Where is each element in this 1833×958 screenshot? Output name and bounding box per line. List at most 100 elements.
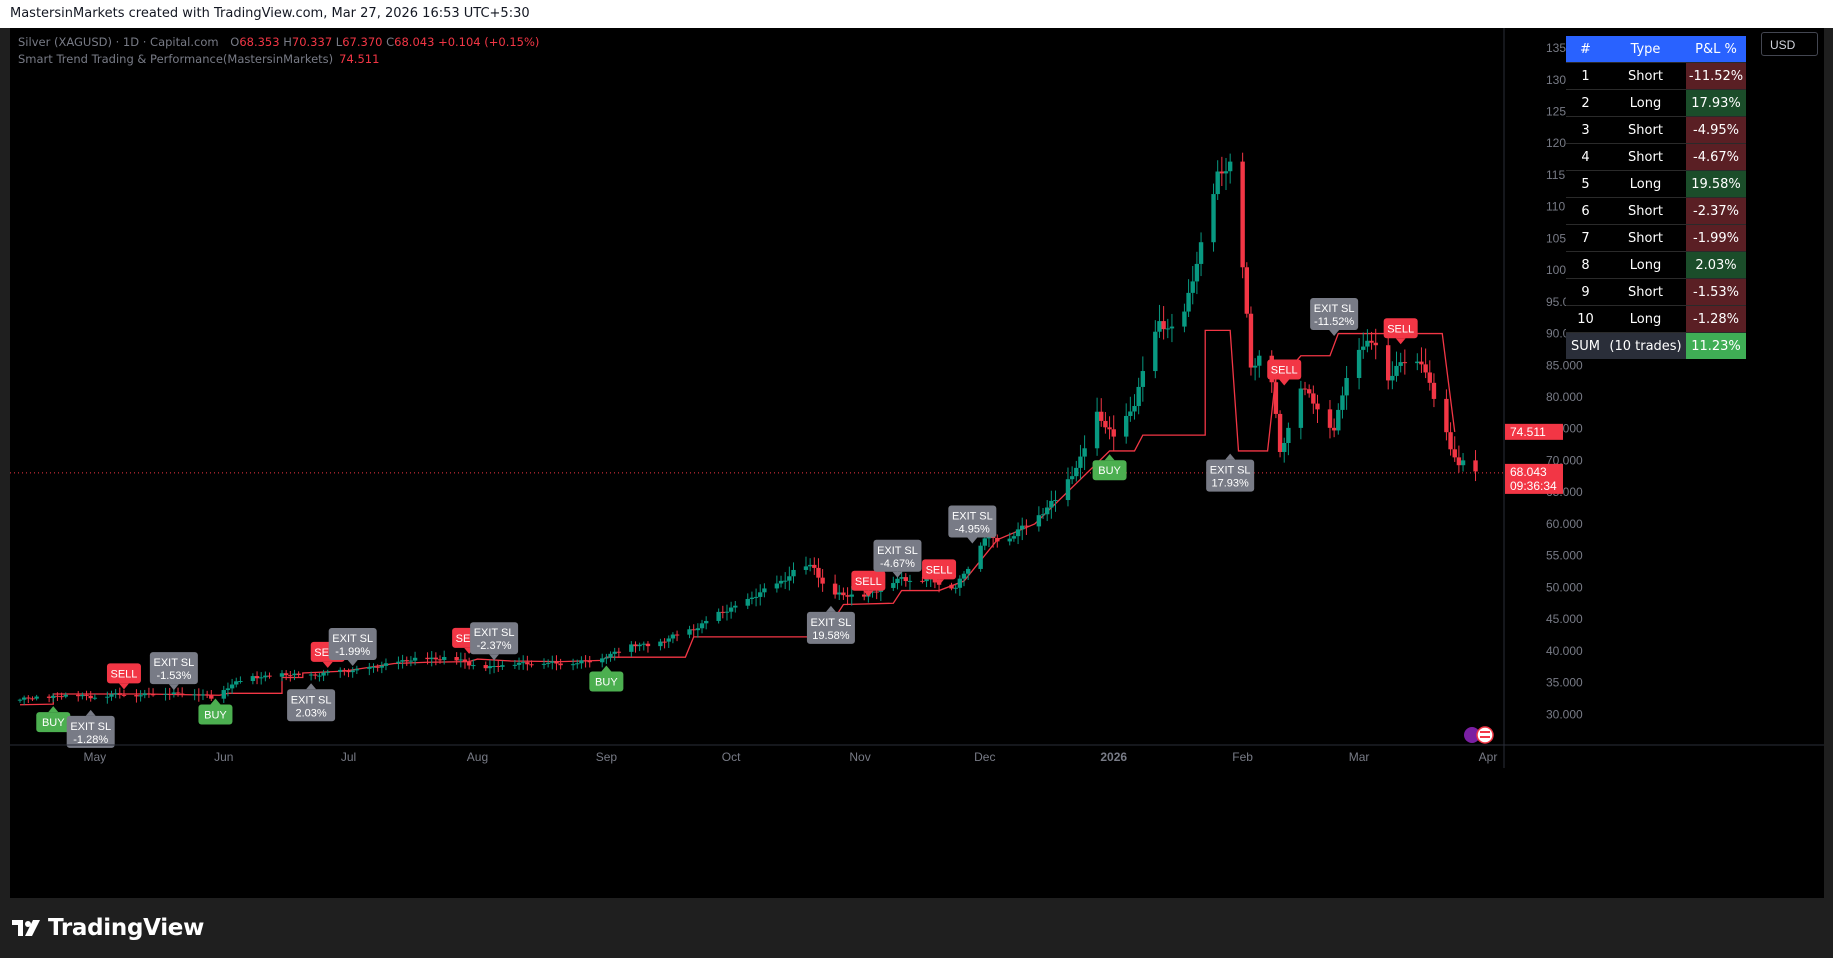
signal-box xyxy=(806,611,855,644)
candle-body xyxy=(1198,242,1204,264)
currency-button[interactable]: USD xyxy=(1761,32,1818,56)
logo-text: TradingView xyxy=(48,915,205,941)
candle-body xyxy=(433,657,439,660)
candle-body xyxy=(292,673,297,676)
open-value: 68.353 xyxy=(239,35,280,49)
symbol-name[interactable]: Silver (XAGUSD) · 1D · Capital.com xyxy=(18,35,219,49)
trade-pnl: -1.28% xyxy=(1686,305,1746,333)
candle-body xyxy=(375,666,380,668)
candle-body xyxy=(666,638,671,642)
candle-body xyxy=(716,611,721,621)
candle-body xyxy=(1082,448,1087,457)
candle-body xyxy=(1182,311,1187,327)
header-number: # xyxy=(1566,36,1605,63)
candle-body xyxy=(1132,406,1137,412)
trade-type: Long xyxy=(1605,251,1686,279)
signal-box xyxy=(1092,460,1127,481)
signal-box xyxy=(922,559,957,580)
table-row: 2 Long 17.93% xyxy=(1566,89,1746,117)
candle-body xyxy=(645,643,651,647)
trend-line-layer xyxy=(10,329,1504,706)
candle-body xyxy=(774,583,780,589)
candle-body xyxy=(458,659,464,661)
candle-body xyxy=(1311,393,1316,404)
candle-body xyxy=(733,605,738,608)
high-value: 70.337 xyxy=(291,35,333,49)
signal-box xyxy=(287,689,336,722)
table-header-row: # Type P&L % xyxy=(1566,36,1746,63)
candle-body xyxy=(462,659,468,662)
candle-body xyxy=(637,644,642,647)
signal-pointer xyxy=(322,661,333,668)
signal-pointer xyxy=(863,590,874,597)
signal-pointer xyxy=(1395,338,1406,345)
trade-type: Short xyxy=(1605,278,1686,306)
candles-layer xyxy=(17,152,1478,705)
indicator-price-tag xyxy=(1505,423,1563,440)
candle-body xyxy=(1419,361,1424,365)
time-tick-label: Apr xyxy=(1479,750,1498,764)
candle-body xyxy=(354,668,360,671)
chart-frame[interactable] xyxy=(10,28,1824,898)
table-row: 5 Long 19.58% xyxy=(1566,170,1746,198)
candle-body xyxy=(1136,386,1141,407)
trade-rows: 1 Short -11.52% 2 Long 17.93% 3 Short -4.95% 4… xyxy=(1566,62,1746,359)
candle-body xyxy=(512,664,518,666)
candle-body xyxy=(670,634,676,639)
exit-signal-label: EXIT SL-11.52% xyxy=(1310,298,1359,337)
candle-body xyxy=(787,576,792,581)
indicator-name[interactable]: Smart Trend Trading & Performance(Master… xyxy=(18,52,334,66)
trade-pnl: -4.95% xyxy=(1686,116,1746,144)
candle-body xyxy=(587,660,592,663)
signal-box xyxy=(1267,359,1302,380)
candle-body xyxy=(338,669,343,672)
exit-signal-label: EXIT SL-1.28% xyxy=(66,709,115,748)
candle-body xyxy=(491,665,497,667)
sum-label: SUM xyxy=(1566,332,1605,359)
trade-number: 10 xyxy=(1566,305,1605,333)
trade-pnl: -4.67% xyxy=(1686,143,1746,171)
time-tick-label: Oct xyxy=(722,750,741,764)
signal-text: -4.67% xyxy=(880,558,915,570)
candle-body xyxy=(724,611,730,613)
signal-text: -11.52% xyxy=(1314,316,1354,328)
candle-body xyxy=(1123,415,1129,437)
candle-body xyxy=(263,675,268,678)
legend-indicator-line: Smart Trend Trading & Performance(Master… xyxy=(18,51,539,68)
signal-pointer xyxy=(1225,453,1236,460)
table-row: 7 Short -1.99% xyxy=(1566,224,1746,252)
candle-body xyxy=(1473,460,1478,472)
candle-body xyxy=(371,666,376,668)
signal-box xyxy=(149,652,198,685)
signal-box xyxy=(589,671,624,692)
candle-body xyxy=(1415,361,1420,364)
exit-signal-label: EXIT SL-2.37% xyxy=(470,622,519,661)
flag-stripe xyxy=(1480,731,1490,733)
signal-box xyxy=(873,539,922,572)
candle-body xyxy=(1302,388,1308,390)
candle-body xyxy=(383,663,389,666)
candle-body xyxy=(1111,429,1116,437)
candle-body xyxy=(117,693,123,695)
signal-text: 17.93% xyxy=(1212,478,1250,490)
price-tick-label: 30.000 xyxy=(1546,707,1583,721)
candle-body xyxy=(229,684,235,689)
candle-body xyxy=(641,643,646,645)
candle-body xyxy=(1036,515,1042,527)
signal-pointer xyxy=(967,537,978,544)
exit-signal-label: EXIT SL-1.99% xyxy=(328,627,377,666)
candle-body xyxy=(687,629,692,635)
candle-body xyxy=(1153,331,1158,372)
table-row: 6 Short -2.37% xyxy=(1566,197,1746,225)
candle-body xyxy=(583,660,588,662)
trade-number: 8 xyxy=(1566,251,1605,279)
candle-body xyxy=(837,592,842,595)
tradingview-logo[interactable]: TradingView xyxy=(12,913,204,943)
candle-body xyxy=(1282,442,1287,452)
signal-box xyxy=(948,505,997,538)
candle-body xyxy=(728,607,734,612)
signal-text: SELL xyxy=(855,576,882,588)
signal-text: BUY xyxy=(595,677,618,689)
candle-body xyxy=(1315,403,1320,410)
